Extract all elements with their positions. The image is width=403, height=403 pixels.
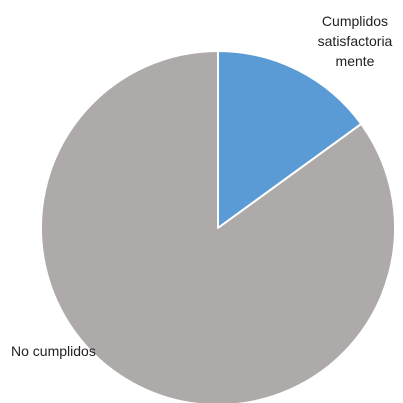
- slice-label-no-cumplidos-line-1: No cumplidos: [11, 343, 96, 359]
- slice-label-cumplidos-line-1: Cumplidos: [321, 13, 389, 29]
- pie-slice-no-cumplidos: [40, 50, 396, 403]
- pie-slice-cumplidos: [217, 50, 363, 229]
- slice-label-cumplidos-line-3: mente: [335, 53, 375, 69]
- slice-label-no-cumplidos: No cumplidos: [11, 341, 96, 361]
- slice-label-cumplidos: Cumplidos satisfactoria mente: [305, 11, 403, 71]
- slice-label-cumplidos-line-2: satisfactoria: [317, 33, 393, 49]
